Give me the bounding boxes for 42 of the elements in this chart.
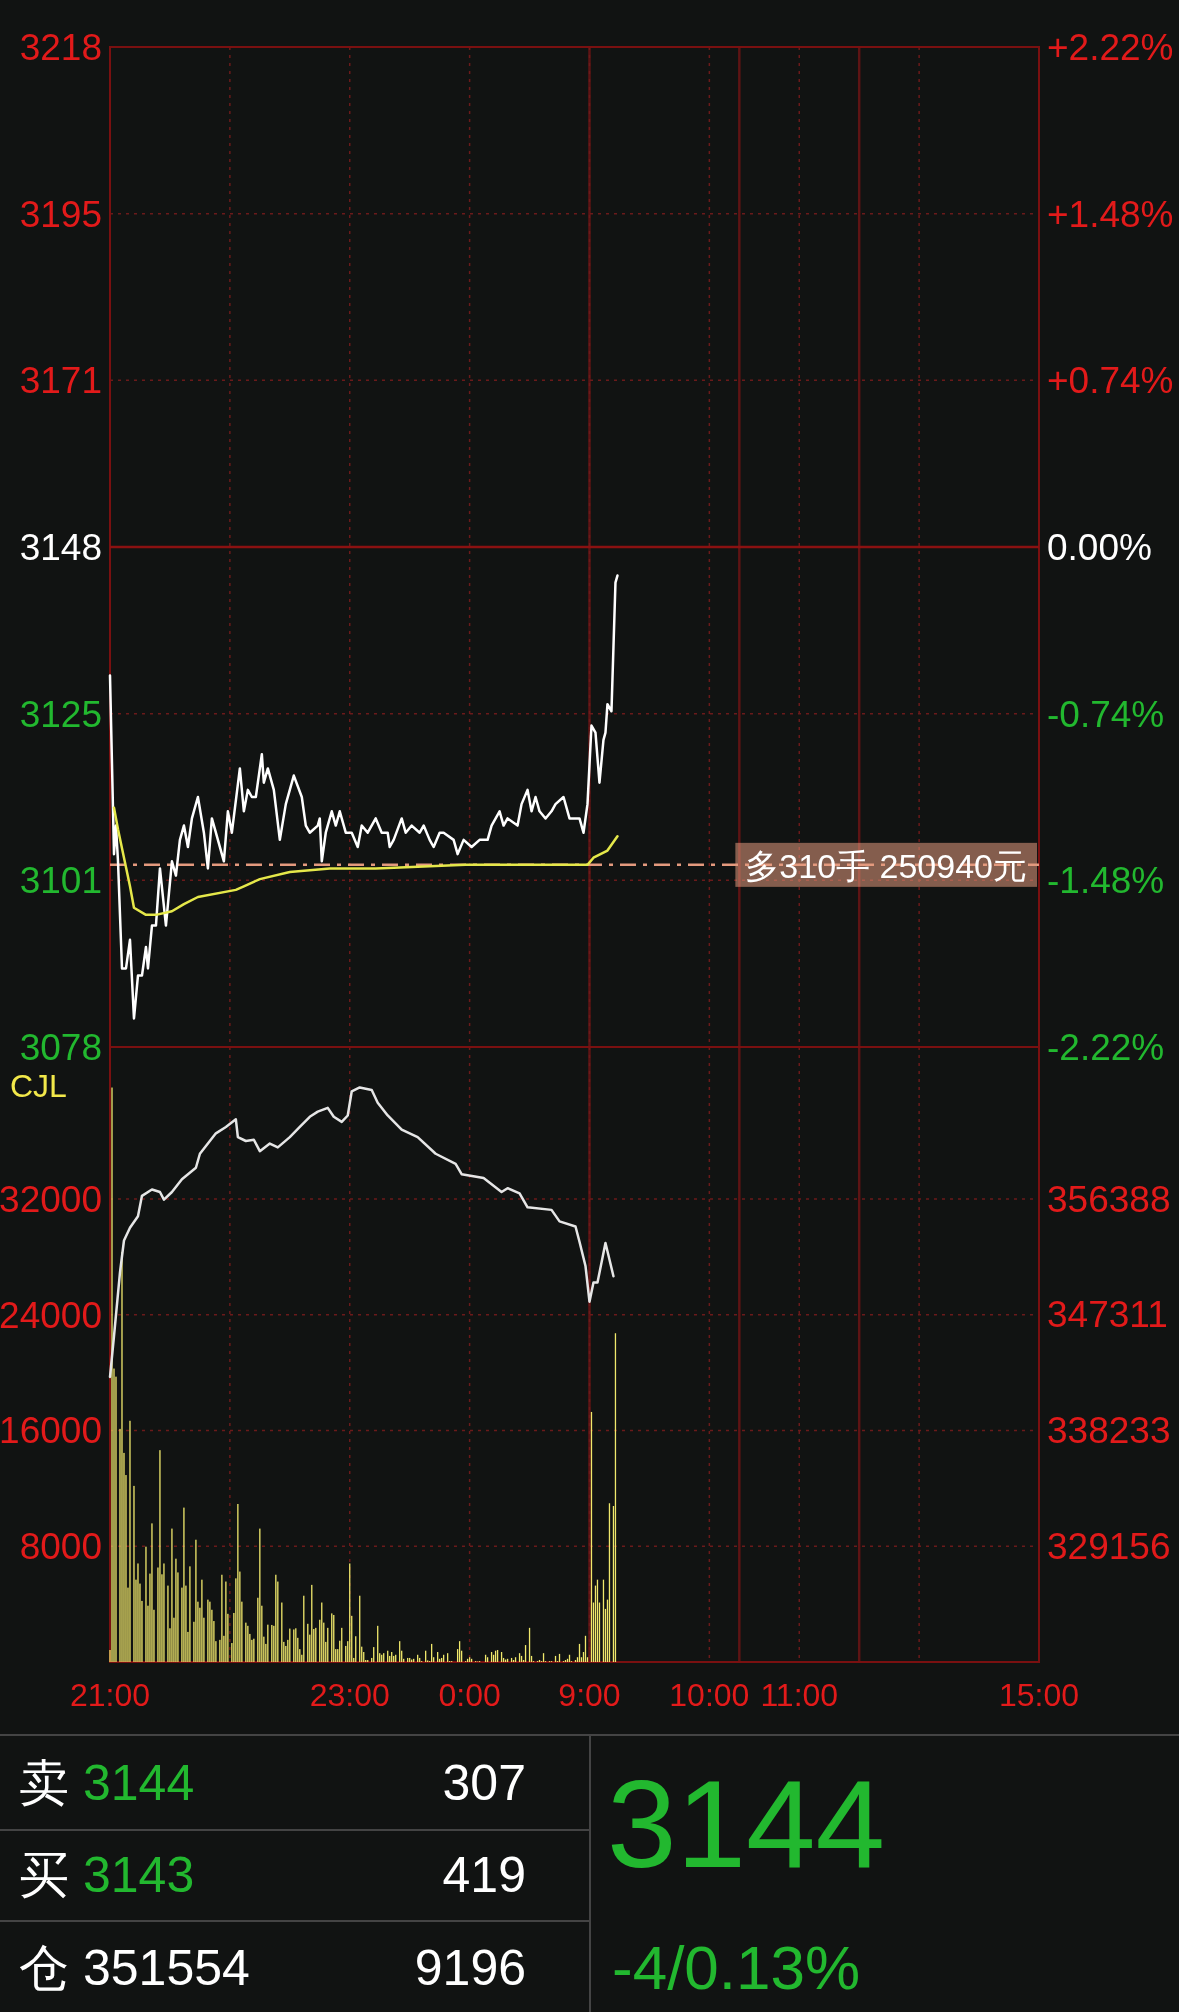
y2-tick-label: -2.22% <box>1047 1027 1165 1068</box>
x-tick-label: 0:00 <box>438 1677 501 1713</box>
text: 9196 <box>414 1940 526 1996</box>
y-tick-label: 3171 <box>19 360 102 402</box>
y-tick-label: 3101 <box>19 860 102 902</box>
y2-tick-label: 338233 <box>1047 1410 1171 1452</box>
y2-tick-label: +0.74% <box>1047 360 1174 402</box>
text: CJL <box>10 1068 67 1104</box>
y-tick-label: 3078 <box>19 1027 102 1068</box>
text: 买 <box>19 1847 69 1903</box>
y-tick-label: 24000 <box>0 1294 102 1336</box>
ref-line-label: 多310手 250940元 <box>745 846 1027 885</box>
y2-tick-label: -1.48% <box>1047 860 1165 902</box>
x-tick-label: 9:00 <box>558 1677 621 1713</box>
text: 351554 <box>83 1940 250 1996</box>
y2-tick-label: 329156 <box>1047 1525 1171 1567</box>
x-tick-label: 11:00 <box>760 1677 839 1713</box>
y-tick-label: 3218 <box>19 27 102 68</box>
y2-tick-label: 347311 <box>1047 1294 1168 1336</box>
text: 卖 <box>19 1755 69 1811</box>
text: 3143 <box>83 1847 195 1903</box>
y-tick-label: 16000 <box>0 1410 102 1452</box>
text: 307 <box>442 1755 526 1811</box>
y2-tick-label: -0.74% <box>1047 693 1165 735</box>
y2-tick-label: 0.00% <box>1047 527 1152 568</box>
y-tick-label: 3148 <box>19 527 102 568</box>
text: 3144 <box>83 1755 195 1811</box>
text: 419 <box>442 1847 526 1903</box>
x-tick-label: 23:00 <box>309 1677 390 1713</box>
y2-tick-label: 356388 <box>1047 1178 1171 1220</box>
x-tick-label: 15:00 <box>998 1677 1080 1713</box>
y-tick-label: 3195 <box>19 193 102 235</box>
text: 3144 <box>607 1754 886 1893</box>
x-tick-label: 10:00 <box>669 1677 750 1713</box>
text: -4/0.13% <box>612 1933 861 2002</box>
x-tick-label: 21:00 <box>69 1677 151 1713</box>
text: 仓 <box>19 1940 69 1996</box>
y2-tick-label: +2.22% <box>1047 27 1174 68</box>
y2-tick-label: +1.48% <box>1047 193 1174 235</box>
y-tick-label: 32000 <box>0 1178 102 1220</box>
y-tick-label: 8000 <box>19 1526 102 1568</box>
y-tick-label: 3125 <box>19 693 102 735</box>
